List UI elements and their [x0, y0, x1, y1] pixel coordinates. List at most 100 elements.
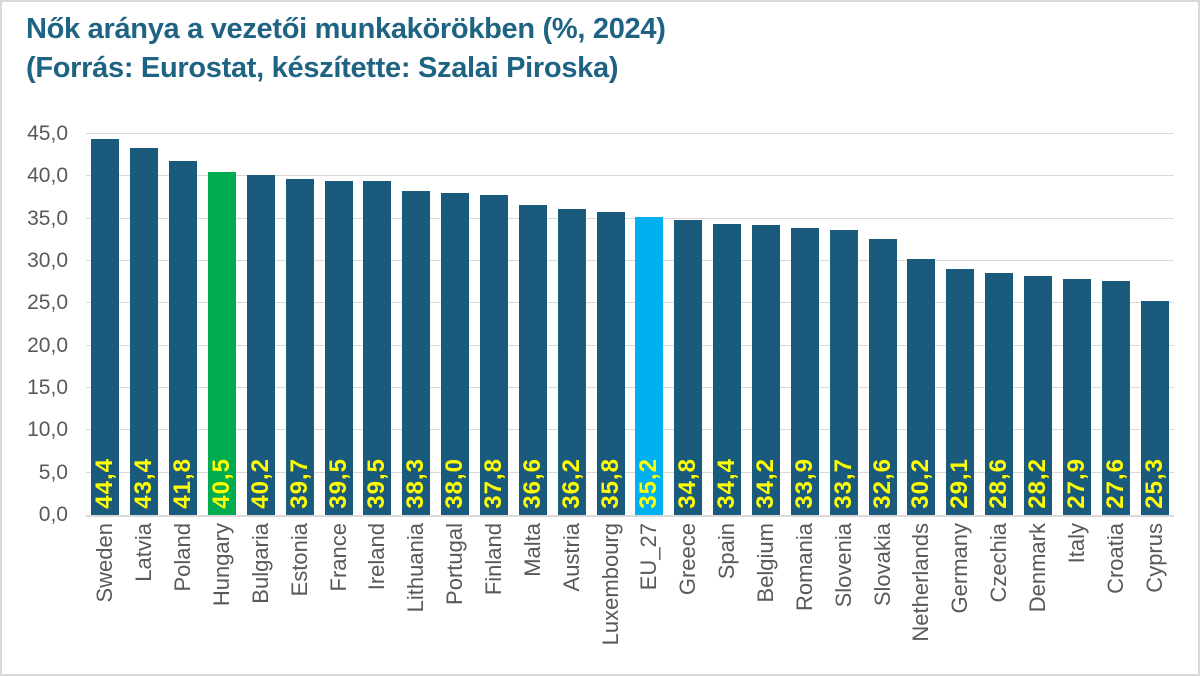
bar-value-label: 38,3	[402, 458, 430, 509]
gridline	[86, 260, 1174, 261]
category-label: Estonia	[286, 523, 312, 597]
bar-malta: 36,6	[518, 205, 547, 515]
bar-value-label: 34,8	[674, 458, 702, 509]
category-label: Luxembourg	[597, 523, 623, 646]
chart-title-line1: Nők aránya a vezetői munkakörökben (%, 2…	[26, 13, 666, 45]
bar-value-label: 35,2	[635, 458, 663, 509]
bar-bulgaria: 40,2	[246, 174, 275, 515]
category-label: Hungary	[209, 523, 234, 607]
category-label: Croatia	[1102, 523, 1128, 594]
bar-france: 39,5	[324, 180, 353, 515]
gridline	[86, 344, 1174, 346]
category-label: EU_27	[636, 523, 662, 591]
bar-romania: 33,9	[790, 227, 819, 515]
y-axis-tick-label: 30,0	[27, 249, 68, 272]
bar-value-label: 27,6	[1101, 458, 1129, 509]
y-axis-tick-label: 20,0	[27, 333, 68, 357]
bar-belgium: 34,2	[752, 225, 780, 515]
y-axis-tick-label: 15,0	[27, 376, 68, 399]
chart-title-line2: (Forrás: Eurostat, készítette: Szalai Pi…	[26, 52, 619, 84]
bar-finland: 37,8	[480, 194, 508, 515]
bar-value-label: 33,7	[829, 458, 857, 509]
bar-value-label: 27,9	[1062, 458, 1090, 509]
y-axis-tick-label: 5,0	[38, 460, 68, 484]
bar-value-label: 41,8	[169, 458, 197, 509]
bar-luxembourg: 35,8	[596, 211, 625, 515]
y-axis-tick-label: 35,0	[27, 206, 68, 230]
bar-ireland: 39,5	[363, 180, 392, 515]
category-label: Austria	[558, 523, 584, 592]
bar-poland: 41,8	[169, 161, 198, 515]
bar-value-label: 35,8	[596, 458, 624, 509]
category-label: Cyprus	[1141, 523, 1167, 593]
bar-lithuania: 38,3	[402, 190, 431, 515]
category-label: Spain	[714, 523, 740, 580]
bar-value-label: 40,2	[246, 458, 274, 509]
bar-value-label: 39,7	[285, 458, 313, 509]
bar-value-label: 29,1	[946, 458, 974, 509]
bar-cyprus: 25,3	[1140, 300, 1169, 515]
bar-value-label: 36,2	[557, 458, 585, 509]
y-axis-tick-label: 45,0	[27, 122, 68, 145]
category-label: Bulgaria	[247, 523, 273, 604]
category-label: Poland	[170, 523, 196, 592]
bar-portugal: 38,0	[441, 193, 470, 515]
bar-hungary: 40,5	[208, 172, 236, 515]
category-label: Malta	[519, 523, 545, 577]
category-label: Lithuania	[403, 523, 429, 613]
bar-croatia: 27,6	[1101, 281, 1130, 515]
bar-value-label: 34,2	[752, 458, 779, 509]
category-label: Romania	[791, 523, 817, 612]
gridline	[86, 471, 1174, 473]
bar-value-label: 28,6	[985, 458, 1013, 509]
bar-slovakia: 32,6	[868, 239, 897, 515]
y-axis-tick-label: 0,0	[38, 503, 68, 526]
bar-netherlands: 30,2	[907, 259, 936, 515]
bar-value-label: 33,9	[790, 458, 818, 509]
bar-value-label: 37,8	[480, 458, 507, 509]
bar-austria: 36,2	[557, 208, 586, 515]
y-axis-tick-label: 25,0	[27, 291, 68, 315]
gridline	[86, 302, 1174, 304]
bar-eu-27: 35,2	[635, 216, 664, 515]
category-label: Netherlands	[908, 523, 934, 642]
bar-value-label: 28,2	[1024, 458, 1051, 509]
plot-area: 44,4 43,4 41,8 40,5 40,2 39,7 39,5 39,5 38,3 38,0…	[86, 133, 1174, 517]
bar-value-label: 39,5	[363, 458, 391, 509]
bar-value-label: 43,4	[130, 458, 158, 509]
gridline	[86, 217, 1174, 219]
gridline	[86, 429, 1174, 431]
category-label: Ireland	[364, 523, 390, 591]
chart-title: Nők aránya a vezetői munkakörökben (%, 2…	[26, 10, 666, 88]
bar-spain: 34,4	[713, 223, 742, 515]
category-label: Belgium	[753, 523, 778, 603]
category-label: Italy	[1063, 523, 1089, 564]
category-label: Latvia	[131, 523, 157, 582]
bar-slovenia: 33,7	[829, 229, 858, 515]
y-axis-tick-label: 10,0	[27, 418, 68, 442]
bar-value-label: 30,2	[907, 458, 935, 509]
y-axis-tick-label: 40,0	[27, 164, 68, 188]
bar-germany: 29,1	[946, 268, 975, 515]
bar-sweden: 44,4	[91, 139, 120, 515]
category-label: Slovakia	[869, 523, 895, 607]
category-label: Germany	[947, 523, 973, 614]
bar-latvia: 43,4	[130, 147, 159, 515]
bar-value-label: 34,4	[713, 458, 741, 509]
bar-italy: 27,9	[1062, 278, 1091, 515]
bar-value-label: 40,5	[208, 458, 235, 509]
bar-value-label: 44,4	[91, 458, 119, 509]
bar-value-label: 39,5	[324, 458, 352, 509]
category-label: Greece	[675, 523, 701, 596]
bar-value-label: 32,6	[868, 458, 896, 509]
gridline	[86, 133, 1174, 134]
category-label: Finland	[481, 523, 506, 596]
gridline	[86, 175, 1174, 177]
bar-denmark: 28,2	[1024, 276, 1052, 515]
category-label: France	[325, 523, 351, 592]
bar-value-label: 38,0	[441, 458, 469, 509]
bar-value-label: 25,3	[1140, 458, 1168, 509]
category-label: Portugal	[442, 523, 468, 605]
category-label: Czechia	[986, 523, 1012, 603]
